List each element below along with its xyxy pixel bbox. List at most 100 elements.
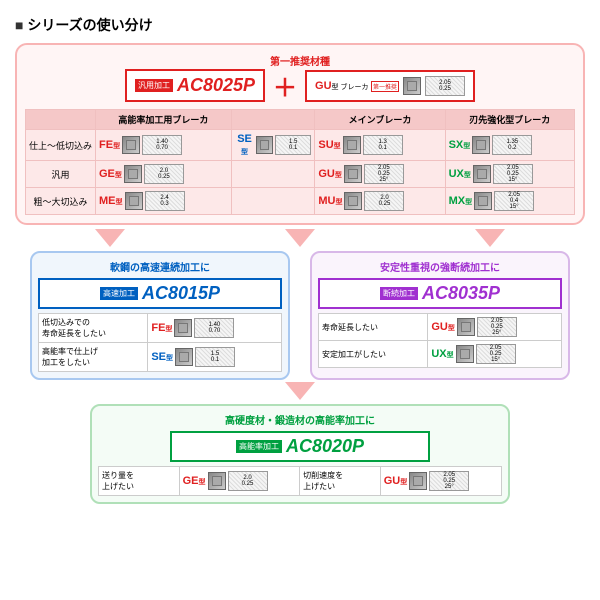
dim-diagram: 2.050.415° bbox=[494, 191, 534, 211]
chip-icon bbox=[125, 192, 143, 210]
type-tag: SE型 bbox=[235, 133, 255, 157]
row-label: 仕上～低切込み bbox=[26, 130, 96, 161]
chip-icon bbox=[344, 165, 362, 183]
chip-cell: GU型 2.050.2525° bbox=[431, 317, 558, 337]
chip-cell: ME型 2.40.3 bbox=[99, 191, 228, 211]
chip-cell: SE型 1.50.1 bbox=[235, 133, 312, 157]
chip-cell: MU型 2.00.25 bbox=[318, 191, 441, 211]
row-label: 高能率で仕上げ 加工をしたい bbox=[39, 343, 148, 372]
table-row: 汎用GE型 2.00.25 GU型 2.050.2525° UX型 2.050.2515° bbox=[26, 161, 575, 188]
chip-cell: UX型 2.050.2515° bbox=[449, 164, 571, 184]
dim-diagram: 2.00.25 bbox=[228, 471, 268, 491]
green-grade-card: 高能率加工 AC8020P bbox=[170, 431, 430, 462]
dim-diagram: 2.050.2525° bbox=[364, 164, 404, 184]
dim-diagram: 2.050.2525° bbox=[477, 317, 517, 337]
chip-cell: FE型1.400.70 bbox=[99, 135, 228, 155]
chip-icon bbox=[343, 136, 361, 154]
chip-icon bbox=[409, 472, 427, 490]
type-tag: FE型 bbox=[151, 322, 172, 334]
row-label: 汎用 bbox=[26, 161, 96, 188]
chip-icon bbox=[474, 192, 492, 210]
flow-arrows bbox=[15, 229, 585, 247]
chip-cell: GE型 2.00.25 bbox=[99, 164, 228, 184]
blue-table: 低切込みでの 寿命延長をしたいFE型 1.400.70 高能率で仕上げ 加工をしたい… bbox=[38, 313, 282, 372]
blue-grade-card: 高速加工 AC8015P bbox=[38, 278, 282, 309]
chip-cell: GU型 2.050.2525° bbox=[318, 164, 441, 184]
chip-icon bbox=[473, 165, 491, 183]
chip-cell: SU型1.30.1 bbox=[318, 135, 441, 155]
dim-diagram: 1.30.1 bbox=[363, 135, 403, 155]
dim-diagram: 2.00.25 bbox=[144, 164, 184, 184]
chip-icon bbox=[174, 319, 192, 337]
chip-cell: GE型2.00.25 bbox=[183, 471, 297, 491]
dim-diagram: 2.050.2515° bbox=[493, 164, 533, 184]
type-tag: MU型 bbox=[318, 195, 342, 207]
col-header bbox=[231, 110, 315, 130]
dim-diagram: 2.40.3 bbox=[145, 191, 185, 211]
blue-series-box: 軟鋼の高速連続加工に 高速加工 AC8015P 低切込みでの 寿命延長をしたいF… bbox=[30, 251, 290, 380]
green-series-box: 高硬度材・鍛造材の高能率加工に 高能率加工 AC8020P 送り量を 上げたいG… bbox=[90, 404, 510, 504]
row-label: 粗～大切込み bbox=[26, 188, 96, 215]
type-tag: GE型 bbox=[99, 168, 122, 180]
main-series-box: 第一推奨材種 汎用加工 AC8025P ＋ GU型 ブレーカ 第一推奨 2.05… bbox=[15, 43, 585, 225]
col-header: メインブレーカ bbox=[315, 110, 445, 130]
dim-diagram: 2.050.2525° bbox=[429, 471, 469, 491]
arrow-icon bbox=[285, 229, 315, 247]
table-row: 仕上～低切込みFE型1.400.70 SE型 1.50.1 SU型1.30.1 SX型 1… bbox=[26, 130, 575, 161]
chip-cell: UX型2.050.2515° bbox=[431, 344, 558, 364]
row-label: 低切込みでの 寿命延長をしたい bbox=[39, 314, 148, 343]
chip-icon bbox=[122, 136, 140, 154]
chip-icon bbox=[472, 136, 490, 154]
chip-cell: SE型1.50.1 bbox=[151, 347, 278, 367]
purple-grade-card: 断続加工 AC8035P bbox=[318, 278, 562, 309]
type-tag: SX型 bbox=[449, 139, 471, 151]
chip-icon bbox=[124, 165, 142, 183]
type-tag: UX型 bbox=[449, 168, 471, 180]
type-tag: GU型 bbox=[384, 475, 408, 487]
dim-diagram: 1.400.70 bbox=[194, 318, 234, 338]
dim-diagram: 1.50.1 bbox=[275, 135, 311, 155]
main-grade-name: AC8025P bbox=[177, 75, 255, 96]
col-header: 高能率加工用ブレーカ bbox=[96, 110, 232, 130]
breaker-table: 高能率加工用ブレーカ メインブレーカ刃先強化型ブレーカ 仕上～低切込みFE型1.4… bbox=[25, 109, 575, 215]
chip-icon bbox=[175, 348, 193, 366]
table-row: 低切込みでの 寿命延長をしたいFE型 1.400.70 bbox=[39, 314, 282, 343]
chip-icon bbox=[403, 77, 421, 95]
type-tag: MX型 bbox=[449, 195, 473, 207]
chip-icon bbox=[457, 318, 475, 336]
purple-series-box: 安定性重視の強断続加工に 断続加工 AC8035P 寿命延長したいGU型 2.05… bbox=[310, 251, 570, 380]
recommend-label: 第一推奨材種 bbox=[270, 57, 330, 68]
row-label: 送り量を 上げたい bbox=[99, 467, 180, 496]
arrow-icon bbox=[285, 382, 315, 400]
type-tag: GU型 bbox=[431, 321, 455, 333]
type-tag: SE型 bbox=[151, 351, 173, 363]
chip-icon bbox=[456, 345, 474, 363]
dim-diagram: 2.050.25 bbox=[425, 76, 465, 96]
chip-icon bbox=[208, 472, 226, 490]
chip-cell: SX型 1.350.2 bbox=[449, 135, 571, 155]
row-label: 切削速度を 上げたい bbox=[300, 467, 381, 496]
main-grade-card: 汎用加工 AC8025P bbox=[125, 69, 265, 102]
type-tag: GU型 bbox=[318, 168, 342, 180]
col-header: 刃先強化型ブレーカ bbox=[445, 110, 574, 130]
dim-diagram: 2.00.25 bbox=[364, 191, 404, 211]
breaker-card: GU型 ブレーカ 第一推奨 2.050.25 bbox=[305, 70, 475, 102]
chip-cell: MX型 2.050.415° bbox=[449, 191, 571, 211]
arrow-icon bbox=[475, 229, 505, 247]
green-title: 高硬度材・鍛造材の高能率加工に bbox=[98, 412, 502, 427]
purple-title: 安定性重視の強断続加工に bbox=[318, 259, 562, 274]
chip-cell: FE型 1.400.70 bbox=[151, 318, 278, 338]
table-row: 粗～大切込みME型 2.40.3 MU型 2.00.25 MX型 2.050.415° bbox=[26, 188, 575, 215]
arrow-icon bbox=[95, 229, 125, 247]
type-tag: ME型 bbox=[99, 195, 123, 207]
col-header bbox=[26, 110, 96, 130]
row-label: 安定加工がしたい bbox=[319, 341, 428, 368]
table-row: 安定加工がしたいUX型2.050.2515° bbox=[319, 341, 562, 368]
chip-cell: GU型 2.050.2525° bbox=[384, 471, 498, 491]
type-tag: FE型 bbox=[99, 139, 120, 151]
header-row: 汎用加工 AC8025P ＋ GU型 ブレーカ 第一推奨 2.050.25 bbox=[25, 68, 575, 103]
chip-icon bbox=[344, 192, 362, 210]
row-label: 寿命延長したい bbox=[319, 314, 428, 341]
dim-diagram: 1.350.2 bbox=[492, 135, 532, 155]
dim-diagram: 2.050.2515° bbox=[476, 344, 516, 364]
